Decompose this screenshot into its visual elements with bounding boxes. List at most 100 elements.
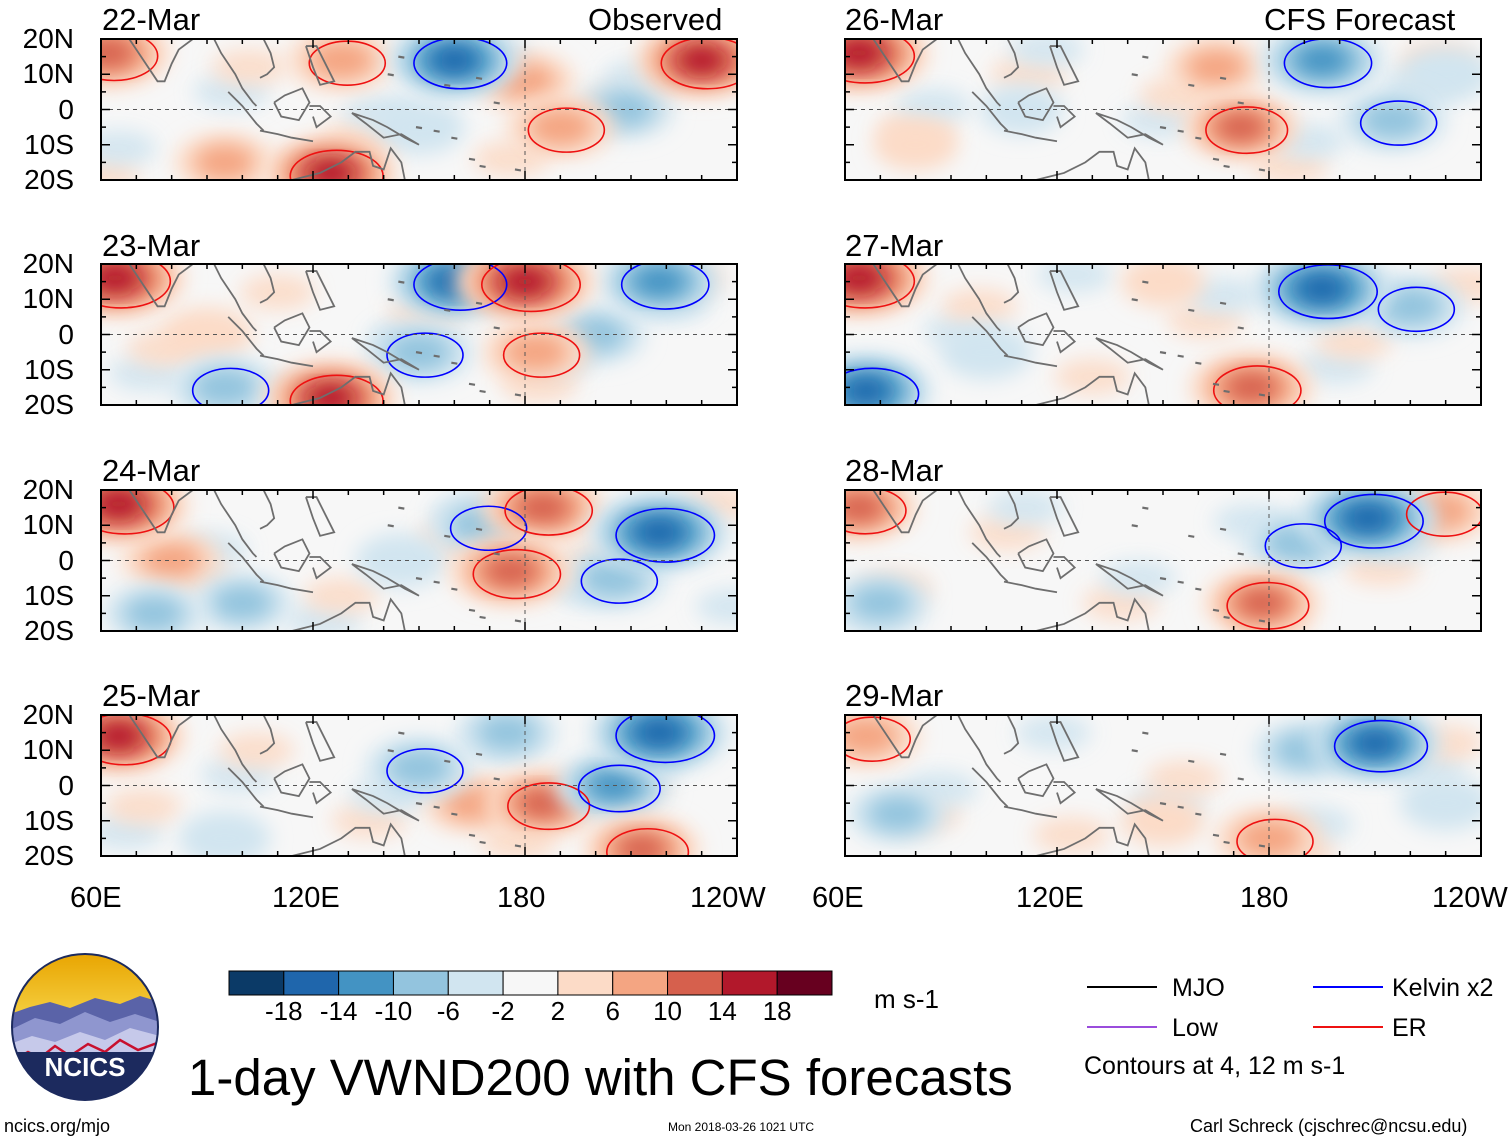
island bbox=[387, 524, 394, 528]
island bbox=[475, 76, 483, 80]
wind-anomaly-blob bbox=[308, 160, 353, 180]
contour-line bbox=[1405, 491, 1481, 537]
coastline bbox=[305, 721, 336, 762]
island bbox=[1212, 382, 1220, 386]
coastline bbox=[291, 597, 406, 631]
coastline bbox=[1003, 264, 1020, 304]
island bbox=[1188, 308, 1195, 312]
lat-label: 10N bbox=[22, 509, 74, 541]
bg-blob bbox=[1315, 323, 1392, 360]
coastline bbox=[227, 542, 265, 583]
island bbox=[1188, 759, 1195, 763]
wind-anomaly-blob bbox=[192, 368, 258, 405]
coastline bbox=[971, 316, 1009, 357]
lon-label-120w-left: 120W bbox=[690, 882, 766, 914]
coastline bbox=[291, 146, 406, 180]
island bbox=[479, 615, 486, 619]
coastline bbox=[305, 496, 336, 537]
island bbox=[1223, 164, 1230, 168]
contour-line bbox=[386, 332, 464, 378]
panel-date-26: 26-Mar bbox=[845, 2, 944, 37]
bg-blob bbox=[218, 732, 295, 769]
wind-anomaly-blob bbox=[194, 144, 255, 180]
contour-line bbox=[1377, 286, 1456, 333]
coastline bbox=[259, 264, 276, 304]
coastline bbox=[872, 490, 938, 534]
colorbar-segment bbox=[667, 970, 723, 996]
contour-line bbox=[101, 39, 159, 82]
island bbox=[475, 527, 483, 531]
legend-label-low: Low bbox=[1172, 1014, 1218, 1042]
contour-line bbox=[449, 505, 528, 552]
bg-blob bbox=[101, 130, 157, 167]
island bbox=[451, 136, 458, 140]
coastline bbox=[1035, 597, 1150, 631]
coastline bbox=[309, 330, 333, 354]
coastline bbox=[227, 91, 265, 132]
wind-anomaly-blob bbox=[212, 585, 273, 621]
coastline bbox=[1003, 580, 1058, 594]
wind-anomaly-blob bbox=[386, 749, 452, 787]
map-panels bbox=[100, 38, 1482, 857]
lat-label: 20N bbox=[22, 474, 74, 505]
colorbar bbox=[228, 970, 833, 996]
island bbox=[1237, 552, 1244, 556]
colorbar-segment bbox=[392, 970, 449, 996]
lat-label: 10N bbox=[22, 734, 74, 766]
coastline bbox=[351, 563, 420, 597]
island bbox=[514, 393, 522, 397]
wind-anomaly-blob bbox=[845, 40, 883, 66]
panel-27-Mar bbox=[845, 264, 1481, 405]
lat-label: 10S bbox=[24, 353, 74, 385]
island bbox=[1177, 805, 1184, 809]
lon-label-120e-right: 120E bbox=[1016, 882, 1084, 914]
island bbox=[451, 361, 458, 365]
contour-line bbox=[1283, 39, 1373, 89]
island bbox=[1159, 802, 1167, 806]
wind-anomaly-blob bbox=[1344, 505, 1392, 531]
contour-line bbox=[507, 782, 591, 831]
contour-line bbox=[191, 367, 270, 405]
colorbar-segment bbox=[228, 970, 285, 996]
observed-label: Observed bbox=[588, 2, 723, 37]
coastline bbox=[1003, 354, 1058, 368]
island bbox=[1177, 129, 1184, 133]
panel-date-28: 28-Mar bbox=[845, 453, 944, 488]
wind-anomaly-blob bbox=[124, 595, 184, 631]
coastline bbox=[1003, 805, 1058, 819]
bg-blob bbox=[987, 490, 1064, 526]
panel-25-Mar bbox=[101, 715, 737, 856]
wind-anomaly-blob bbox=[101, 491, 142, 517]
contour-line bbox=[413, 39, 508, 90]
island bbox=[514, 619, 522, 623]
colorbar-segment bbox=[612, 970, 669, 996]
colorbar-segment bbox=[283, 970, 340, 996]
island bbox=[1212, 157, 1220, 161]
wind-anomaly-blob bbox=[845, 378, 889, 404]
wind-anomaly-blob bbox=[1360, 101, 1426, 139]
panel-date-24: 24-Mar bbox=[102, 453, 201, 488]
bg-blob bbox=[1036, 264, 1113, 293]
coastline bbox=[213, 264, 258, 332]
wind-anomaly-blob bbox=[1215, 113, 1266, 142]
coastline bbox=[259, 490, 276, 530]
wind-anomaly-blob bbox=[635, 719, 683, 746]
coastline bbox=[277, 715, 280, 716]
wind-anomaly-blob bbox=[1121, 264, 1205, 308]
coastline bbox=[1049, 721, 1080, 762]
coastline bbox=[957, 264, 1002, 332]
island bbox=[493, 101, 500, 105]
colorbar-tick-label: 2 bbox=[550, 996, 566, 1026]
island bbox=[1188, 83, 1195, 87]
coastline bbox=[309, 105, 333, 129]
coastline bbox=[957, 490, 1002, 558]
colorbar-tick-label: 14 bbox=[707, 996, 737, 1026]
coastline bbox=[971, 91, 1009, 132]
coastline bbox=[128, 715, 194, 759]
footer-url[interactable]: ncics.org/mjo bbox=[4, 1116, 111, 1136]
island bbox=[444, 83, 451, 87]
coastline bbox=[259, 715, 276, 755]
coastline bbox=[1017, 87, 1055, 122]
island bbox=[1258, 619, 1266, 623]
panel-date-22: 22-Mar bbox=[102, 2, 201, 37]
